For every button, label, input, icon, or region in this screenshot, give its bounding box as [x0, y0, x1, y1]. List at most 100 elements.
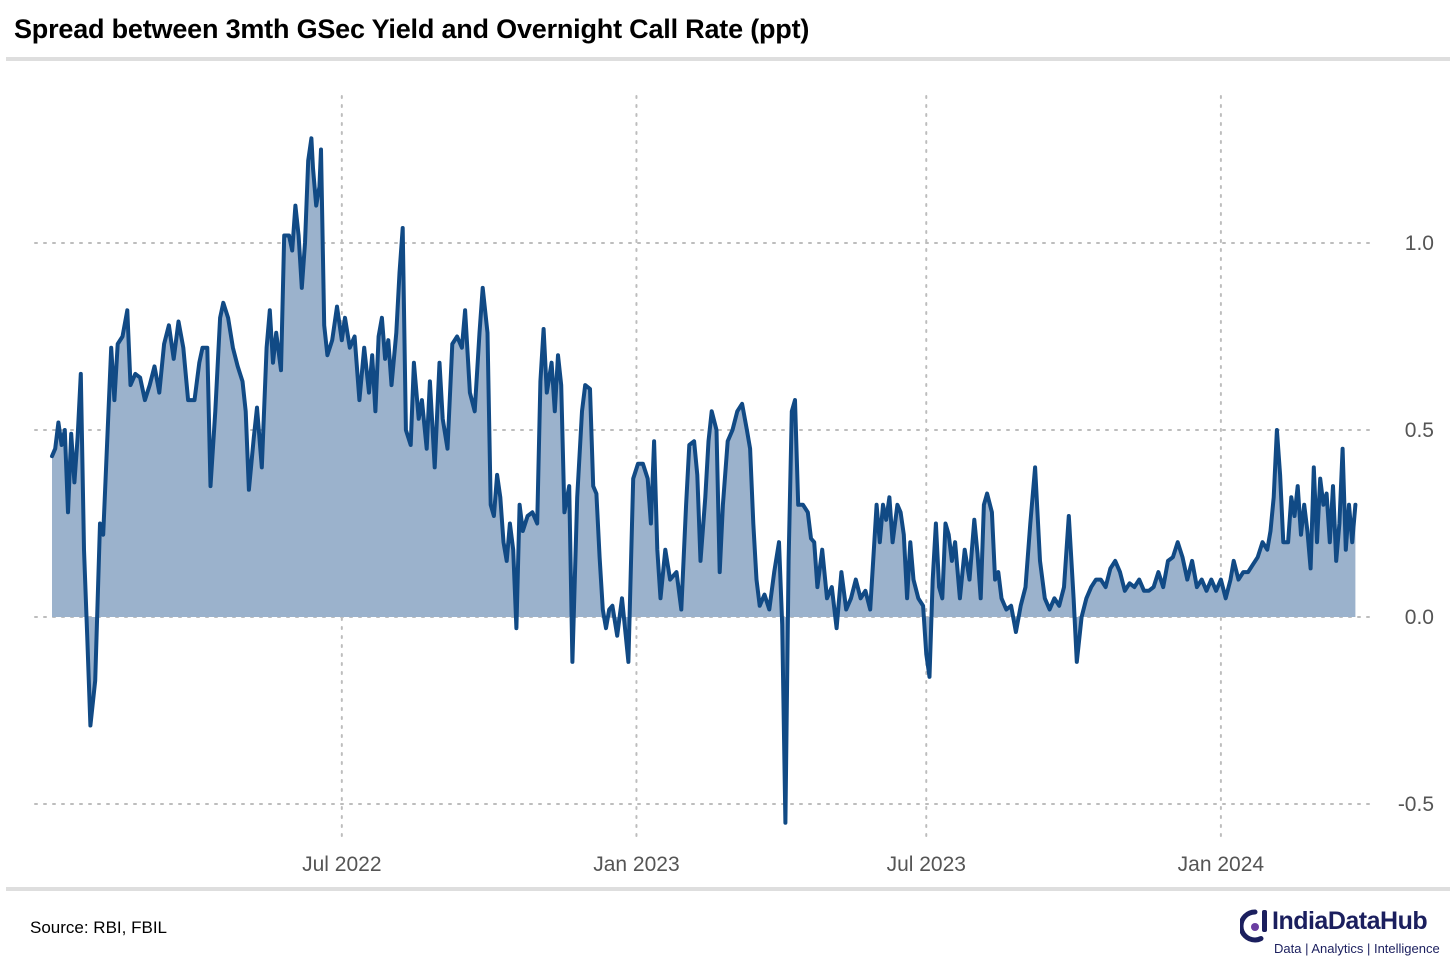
- data-point: [353, 335, 356, 338]
- data-point: [1279, 473, 1282, 476]
- data-point: [236, 365, 239, 368]
- data-point: [1109, 567, 1112, 570]
- data-point: [731, 429, 734, 432]
- data-point: [116, 343, 119, 346]
- data-point: [954, 541, 957, 544]
- data-point: [982, 503, 985, 506]
- data-point: [1072, 597, 1075, 600]
- data-point: [749, 447, 752, 450]
- data-point: [446, 447, 449, 450]
- data-point: [763, 593, 766, 596]
- data-point: [1306, 530, 1309, 533]
- data-point: [1104, 586, 1107, 589]
- data-point: [206, 346, 209, 349]
- data-point: [1005, 608, 1008, 611]
- data-point: [1090, 586, 1093, 589]
- data-point: [680, 608, 683, 611]
- data-point: [1080, 616, 1083, 619]
- data-point: [745, 429, 748, 432]
- data-point: [526, 515, 529, 518]
- data-point: [1316, 541, 1319, 544]
- data-point: [968, 578, 971, 581]
- data-point: [1256, 556, 1259, 559]
- data-point: [1147, 589, 1150, 592]
- data-point: [318, 185, 321, 188]
- data-point: [76, 436, 79, 439]
- data-point: [1186, 578, 1189, 581]
- data-point: [536, 522, 539, 525]
- data-point: [198, 361, 201, 364]
- data-point: [840, 571, 843, 574]
- data-point: [758, 604, 761, 607]
- y-tick-label: 1.0: [1405, 232, 1434, 255]
- data-point: [209, 485, 212, 488]
- data-point: [1171, 556, 1174, 559]
- data-point: [153, 365, 156, 368]
- data-point: [545, 391, 548, 394]
- data-point: [1048, 608, 1051, 611]
- data-point: [227, 316, 230, 319]
- data-point: [821, 548, 824, 551]
- data-point: [214, 410, 217, 413]
- data-point: [963, 548, 966, 551]
- data-point: [718, 571, 721, 574]
- data-point: [425, 447, 428, 450]
- data-point: [646, 477, 649, 480]
- data-point: [875, 503, 878, 506]
- data-point: [675, 571, 678, 574]
- data-point: [428, 380, 431, 383]
- data-point: [187, 399, 190, 402]
- data-point: [288, 234, 291, 237]
- x-tick-label: Jul 2022: [302, 853, 381, 876]
- data-point: [377, 335, 380, 338]
- data-point: [696, 473, 699, 476]
- data-point: [787, 559, 790, 562]
- data-point: [1338, 522, 1341, 525]
- data-point: [802, 503, 805, 506]
- data-point: [688, 444, 691, 447]
- source-note: Source: RBI, FBIL: [30, 918, 167, 937]
- data-point: [928, 675, 931, 678]
- data-point: [107, 421, 110, 424]
- data-point: [63, 429, 66, 432]
- spread-area-fill: [52, 138, 1356, 823]
- data-point: [113, 399, 116, 402]
- data-point: [348, 346, 351, 349]
- data-point: [608, 608, 611, 611]
- data-point: [468, 391, 471, 394]
- data-point: [902, 533, 905, 536]
- data-point: [275, 331, 278, 334]
- data-point: [384, 357, 387, 360]
- data-point: [129, 384, 132, 387]
- data-point: [464, 309, 467, 312]
- data-point: [304, 242, 307, 245]
- data-point: [721, 503, 724, 506]
- data-point: [272, 361, 275, 364]
- data-point: [121, 335, 124, 338]
- data-point: [768, 608, 771, 611]
- data-point: [1029, 522, 1032, 525]
- data-point: [231, 346, 234, 349]
- data-point: [1232, 559, 1235, 562]
- data-point: [1325, 492, 1328, 495]
- data-point: [398, 271, 401, 274]
- data-point: [1205, 589, 1208, 592]
- data-point: [139, 376, 142, 379]
- data-point: [126, 309, 129, 312]
- data-point: [358, 399, 361, 402]
- chart-canvas: 1.0 0.5 0.0 -0.5 Jul 2022 Jan 2023 Jul 2023 Jan…: [34, 95, 1434, 876]
- data-point: [1138, 578, 1141, 581]
- data-point: [1219, 578, 1222, 581]
- data-point: [797, 503, 800, 506]
- data-point: [595, 492, 598, 495]
- y-tick-label: 0.5: [1405, 419, 1434, 442]
- data-point: [1067, 515, 1070, 518]
- data-point: [1322, 503, 1325, 506]
- data-point: [340, 339, 343, 342]
- data-point: [51, 455, 54, 458]
- data-point: [368, 391, 371, 394]
- data-point: [1128, 582, 1131, 585]
- data-point: [909, 541, 912, 544]
- data-point: [685, 503, 688, 506]
- data-point: [481, 286, 484, 289]
